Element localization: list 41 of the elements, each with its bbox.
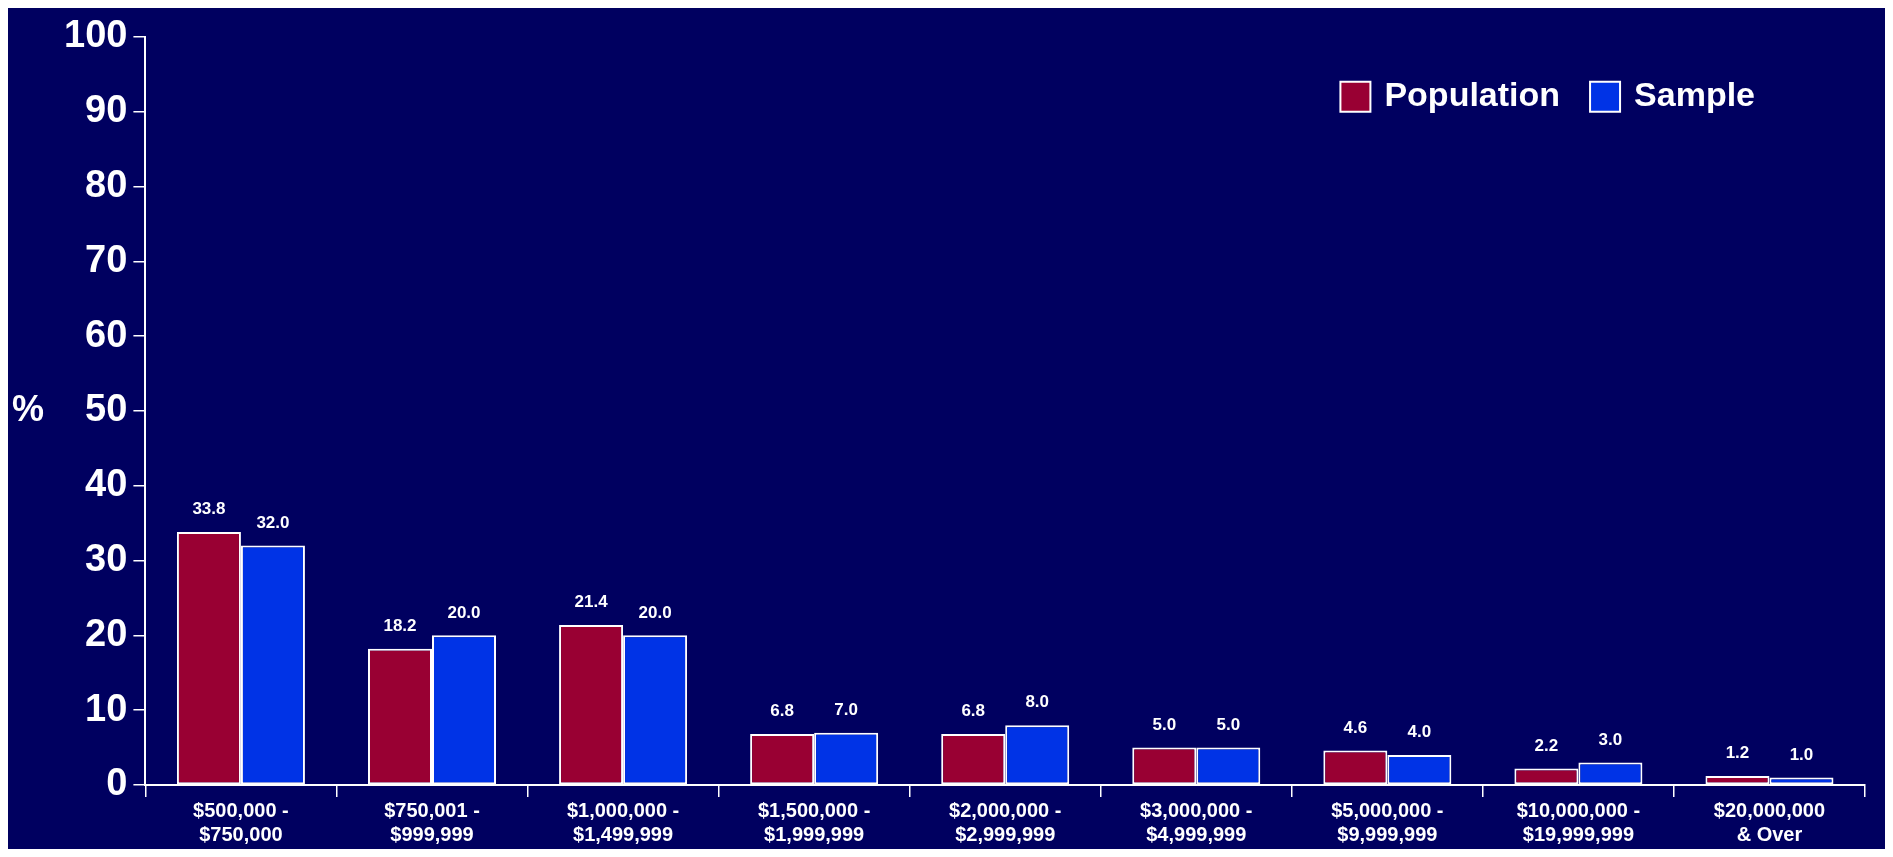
x-tick-label: $750,001 - $999,999 — [384, 798, 480, 845]
data-label: 18.2 — [383, 616, 417, 636]
x-tick-label: $20,000,000 & Over — [1713, 798, 1826, 845]
data-label: 20.0 — [447, 602, 481, 622]
data-label: 3.0 — [1598, 729, 1623, 749]
data-label: 21.4 — [574, 592, 609, 612]
y-tick-label: 100 — [64, 13, 128, 56]
x-tick-label: $1,000,000 - $1,499,999 — [566, 798, 680, 845]
data-label: 33.8 — [192, 499, 226, 519]
y-tick-label: 20 — [85, 611, 128, 654]
data-label: 6.8 — [961, 701, 986, 721]
y-tick-label: 60 — [85, 312, 128, 355]
data-label: 4.6 — [1343, 717, 1368, 737]
legend-label: Sample — [1634, 75, 1756, 114]
data-label: 7.0 — [834, 699, 858, 719]
y-tick-label: 90 — [85, 88, 128, 131]
y-tick-label: 80 — [85, 162, 128, 205]
data-label: 32.0 — [256, 512, 290, 532]
data-label: 1.0 — [1789, 744, 1814, 764]
x-tick-label: $500,000 - $750,000 — [193, 798, 289, 845]
y-tick-label: 50 — [85, 387, 128, 430]
x-tick-label: $1,500,000 - $1,999,999 — [757, 798, 871, 845]
legend-label: Population — [1384, 75, 1561, 114]
data-label: 4.0 — [1407, 722, 1432, 742]
y-tick-label: 40 — [85, 462, 128, 505]
x-tick-label: $5,000,000 - $9,999,999 — [1331, 798, 1444, 845]
data-label: 2.2 — [1534, 735, 1559, 755]
x-tick-label: $10,000,000 - $19,999,999 — [1516, 798, 1641, 845]
data-label: 8.0 — [1025, 692, 1050, 712]
y-tick-label: 30 — [85, 537, 128, 580]
data-label: 1.2 — [1725, 743, 1750, 763]
x-tick-label: $3,000,000 - $4,999,999 — [1140, 798, 1253, 845]
y-tick-label: 10 — [85, 686, 128, 729]
data-label: 5.0 — [1152, 714, 1177, 734]
data-label: 5.0 — [1216, 714, 1241, 734]
y-tick-label: 0 — [106, 761, 128, 804]
x-tick-label: $2,000,000 - $2,999,999 — [949, 798, 1062, 845]
data-label: 6.8 — [770, 701, 794, 721]
y-axis-title: % — [12, 387, 45, 429]
data-label: 20.0 — [638, 602, 672, 622]
y-tick-label: 70 — [85, 237, 128, 280]
